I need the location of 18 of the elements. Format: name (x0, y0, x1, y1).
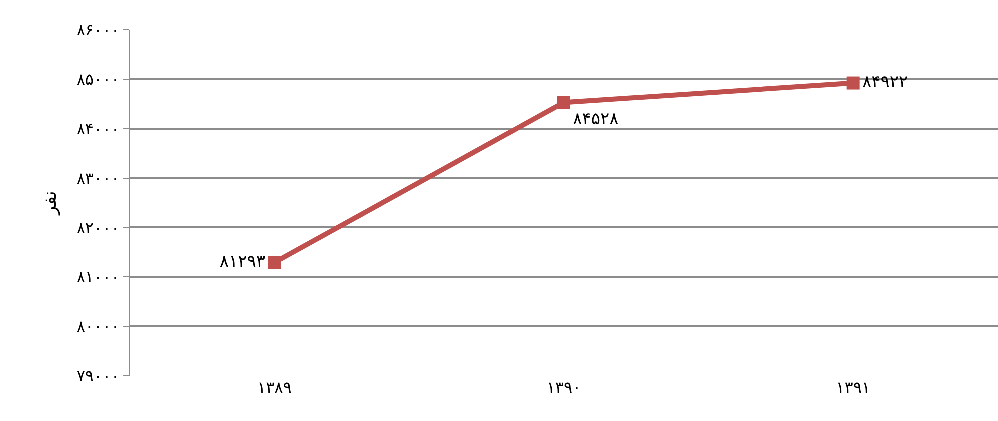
point (846, 76, 860, 90)
y-tick-label: ۸۰۰۰۰ (76, 317, 120, 336)
y-tick-label: ۷۹۰۰۰ (76, 366, 120, 386)
x-tick-label: ۱۳۸۹ (257, 378, 292, 397)
data-label: ۸۴۹۲۲ (862, 72, 908, 93)
y-tick-label: ۸۵۰۰۰ (76, 70, 120, 90)
data-label: ۸۴۵۲۸ (573, 110, 619, 130)
y-tick-label: ۸۳۰۰۰ (76, 168, 120, 188)
y-tick-label: ۸۱۰۰۰ (76, 268, 120, 287)
point (558, 96, 570, 110)
y-tick-label: ۸۴۰۰۰ (76, 119, 120, 138)
y-axis-title: نفر (40, 190, 62, 216)
x-tick-label: ۱۳۹۱ (836, 378, 871, 397)
y-tick-label: ۸۲۰۰۰ (76, 218, 120, 238)
x-tick-label: ۱۳۹۰ (546, 378, 582, 397)
point (268, 256, 282, 270)
data-label: ۸۱۲۹۳ (220, 252, 266, 272)
y-tick-label: ۸۶۰۰۰ (76, 20, 120, 40)
